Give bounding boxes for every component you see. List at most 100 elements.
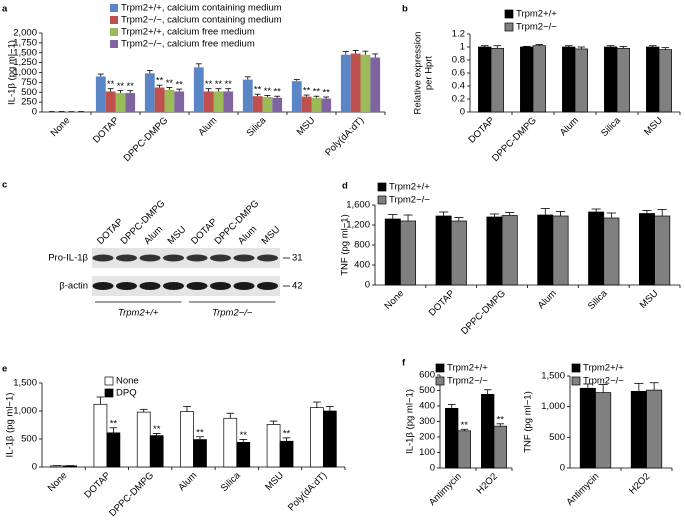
- legend-swatch: [104, 376, 114, 386]
- blot-band: [163, 254, 184, 262]
- legend-label: Trpm2+/+: [516, 9, 557, 20]
- bar: [450, 220, 467, 286]
- x-tick-label: Alum: [176, 470, 199, 493]
- bar: [321, 98, 332, 112]
- bar: [272, 97, 283, 112]
- legend-label: Trpm2+/+: [389, 182, 430, 193]
- x-tick-label: DOTAP: [82, 470, 112, 500]
- bar: [445, 407, 459, 469]
- bar: [360, 54, 371, 112]
- bar: [562, 46, 576, 113]
- lane-label: MSU: [260, 224, 283, 247]
- legend-swatch: [504, 9, 514, 19]
- x-tick-label: DOTAP: [427, 288, 457, 318]
- panel-label: d: [342, 181, 348, 192]
- size-label: 31: [292, 253, 303, 264]
- x-tick-label: DPPC-DMPG: [490, 115, 539, 164]
- significance: **: [461, 420, 469, 431]
- group-label: Trpm2+/+: [118, 308, 159, 319]
- significance: **: [166, 78, 174, 89]
- y-tick-label: 0.6: [452, 68, 465, 79]
- y-tick-label: 1,500: [13, 47, 37, 58]
- y-tick-label: 200: [419, 432, 435, 443]
- x-tick-label: Silica: [586, 288, 610, 312]
- legend-label: Trpm2+/+: [447, 363, 488, 374]
- bar: [279, 440, 294, 468]
- bar: [301, 96, 312, 112]
- legend-label: Trpm2+/+, calcium containing medium: [121, 3, 282, 14]
- bar: [136, 411, 151, 468]
- bar: [457, 430, 471, 469]
- x-tick-label: MSU: [295, 115, 318, 138]
- significance: **: [224, 79, 232, 90]
- bar: [223, 91, 234, 112]
- y-tick-label: 0: [365, 280, 370, 291]
- blot-band: [139, 282, 161, 290]
- significance: **: [196, 427, 204, 438]
- bar: [658, 49, 672, 113]
- legend-swatch: [504, 22, 514, 32]
- bar: [646, 389, 663, 469]
- bar: [50, 465, 64, 468]
- blot-band: [257, 282, 278, 290]
- y-axis-label: per Hprt: [424, 55, 435, 90]
- y-tick-label: 0: [32, 107, 37, 118]
- y-tick-label: 500: [549, 432, 565, 443]
- y-tick-label: 2,000: [13, 28, 37, 39]
- x-tick-label: DPPC-DMPG: [459, 288, 508, 337]
- blot-band: [233, 254, 255, 262]
- blot-band: [257, 254, 278, 262]
- legend-label: Trpm2+/+, calcium free medium: [121, 27, 255, 38]
- x-tick-label: MSU: [263, 470, 286, 493]
- y-tick-label: 500: [419, 385, 435, 396]
- legend-swatch: [435, 363, 445, 373]
- x-tick-label: None: [382, 288, 406, 312]
- legend-label: Trpm2−/−: [447, 376, 488, 387]
- significance: **: [240, 430, 248, 441]
- bar: [493, 425, 507, 469]
- size-label: 42: [292, 281, 303, 292]
- significance: **: [153, 424, 161, 435]
- bar: [193, 439, 207, 468]
- legend-label: Trpm2−/−, calcium containing medium: [121, 15, 282, 26]
- blot-band: [92, 254, 114, 262]
- significance: **: [126, 81, 134, 92]
- bar: [340, 54, 351, 112]
- y-tick-label: 1,000: [13, 406, 37, 417]
- y-tick-label: 1,000: [13, 67, 37, 78]
- row-label: β-actin: [59, 281, 88, 292]
- bar: [310, 407, 324, 468]
- bar: [478, 46, 492, 113]
- bar: [579, 387, 596, 469]
- x-tick-label: DPPC-DMPG: [107, 470, 156, 519]
- bar: [323, 410, 337, 468]
- bar: [149, 435, 164, 468]
- significance: **: [303, 86, 311, 97]
- legend-swatch: [571, 363, 581, 373]
- blot-strip: [92, 248, 280, 268]
- y-tick-label: 0: [560, 463, 565, 474]
- x-tick-label: DOTAP: [466, 115, 496, 145]
- x-tick-label: H2O2: [475, 471, 500, 496]
- bar: [603, 217, 620, 286]
- bar: [486, 216, 503, 286]
- bar: [654, 215, 671, 286]
- bar: [646, 46, 660, 113]
- x-tick-label: MSU: [638, 288, 661, 311]
- panel-label: a: [2, 4, 8, 15]
- blot-band: [210, 282, 231, 290]
- bar: [595, 392, 612, 469]
- y-tick-label: 1: [460, 42, 465, 53]
- bar: [311, 97, 322, 112]
- bar: [125, 93, 136, 112]
- bar: [115, 93, 126, 112]
- y-tick-label: 400: [419, 401, 435, 412]
- x-tick-label: Poly(dA:dT): [323, 115, 366, 158]
- y-tick-label: 0: [32, 462, 37, 473]
- legend-swatch: [110, 16, 118, 24]
- bar: [537, 214, 554, 286]
- y-tick-label: 800: [354, 240, 370, 251]
- blot-band: [92, 282, 114, 290]
- bar: [144, 73, 155, 112]
- x-tick-label: Antimycin: [564, 471, 601, 508]
